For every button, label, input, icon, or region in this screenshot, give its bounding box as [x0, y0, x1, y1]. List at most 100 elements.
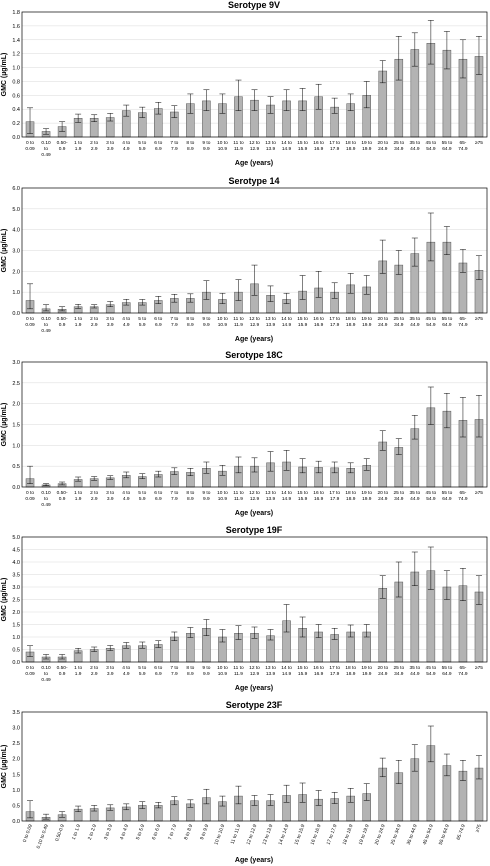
x-tick-label: 11.9 [234, 496, 243, 502]
x-tick-label: 45 to [426, 490, 437, 496]
x-tick-label: 15 to [297, 316, 308, 322]
x-tick-label: 74.9 [458, 671, 468, 677]
x-tick-label: 4.9 [123, 496, 130, 502]
x-tick-label: 35 to [410, 316, 421, 322]
x-tick-label: 34.9 [394, 671, 404, 677]
x-tick-label: 11 to [233, 490, 244, 496]
x-tick-label: 15.9 [298, 496, 308, 502]
x-tick-label: 14 to 14.9 [278, 823, 291, 845]
x-tick-label: 34.9 [394, 322, 404, 328]
x-tick-label: 0 to [26, 140, 34, 146]
x-tick-label: 2 to [90, 316, 98, 322]
x-tick-label: 3 to 3.9 [103, 823, 114, 840]
x-tick-label: 64.9 [442, 671, 452, 677]
x-tick-label: 15.9 [298, 671, 308, 677]
x-tick-label: 18.9 [346, 496, 356, 502]
x-tick-label: 4.9 [123, 671, 130, 677]
x-tick-label: ≥75 [475, 490, 483, 496]
x-tick-label: 6 to [154, 665, 162, 671]
x-tick-label: 13 to [265, 490, 276, 496]
x-tick-label: 54.9 [426, 671, 436, 677]
x-tick-label: 1.9 [75, 671, 82, 677]
chart-title: Serotype 23F [226, 700, 283, 710]
x-tick-label: 12 to [249, 665, 260, 671]
x-tick-label: 4 to [122, 665, 130, 671]
x-tick-label: 74.9 [458, 496, 468, 502]
x-tick-label: ≥75 [475, 665, 483, 671]
x-tick-label: 9 to 9.9 [199, 823, 210, 840]
chart-4: Serotype 23F 0.0 0.5 1.0 1.5 2.0 2.5 3.0 3.5 GMC … [1, 700, 488, 864]
x-tick-label: 15.9 [298, 146, 308, 152]
y-tick-label: 1.2 [12, 52, 20, 58]
x-tick-label: 12 to 12.9 [245, 823, 258, 845]
x-tick-label: 65-74.9 [456, 823, 467, 841]
x-tick-label: 15 to [297, 490, 308, 496]
x-tick-label: 2.9 [91, 496, 98, 502]
y-tick-label: 0.5 [12, 648, 20, 654]
x-tick-label: 7.9 [171, 671, 178, 677]
bar [378, 588, 388, 663]
x-tick-label: 0 to [26, 490, 34, 496]
y-tick-label: 1.0 [12, 66, 20, 72]
y-tick-label: 1.8 [12, 10, 20, 16]
x-tick-label: 35 to 44.9 [406, 823, 419, 845]
chart-0: Serotype 9V 0.0 0.2 0.4 0.6 0.8 1.0 1.2 1.4 1.6 1.… [1, 0, 488, 167]
x-tick-label: 12 to [249, 316, 260, 322]
x-tick-label: 17.9 [330, 671, 340, 677]
x-tick-label: 19 to [361, 665, 372, 671]
x-tick-label: 74.9 [458, 322, 468, 328]
x-tick-label: 1.9 [75, 322, 82, 328]
y-tick-label: 0.8 [12, 79, 20, 85]
y-tick-label: 3.5 [12, 573, 20, 579]
x-tick-label: 10 to 10.9 [213, 823, 226, 845]
x-tick-label: 5 to 5.9 [135, 823, 146, 840]
x-tick-label: 0.09 [25, 322, 35, 328]
x-tick-label: 25 to 34.9 [390, 823, 403, 845]
y-tick-label: 0.0 [12, 660, 20, 666]
x-tick-label: 8 to [186, 665, 194, 671]
x-tick-label: 0.09 [25, 496, 35, 502]
x-tick-label: 13.9 [266, 322, 276, 328]
x-tick-label: 13 to [265, 140, 276, 146]
x-tick-label: 1 to [74, 665, 82, 671]
x-tick-label: 24.9 [378, 322, 388, 328]
x-tick-label: 34.9 [394, 146, 404, 152]
x-tick-label: 65- [459, 665, 466, 671]
x-tick-label: 18.9 [346, 146, 356, 152]
y-tick-label: 2.5 [12, 598, 20, 604]
x-tick-label: 14.9 [282, 671, 292, 677]
x-tick-label: 25 to [393, 490, 404, 496]
x-tick-label: 35 to [410, 665, 421, 671]
x-tick-label: 14.9 [282, 322, 292, 328]
x-tick-label: 25 to [393, 316, 404, 322]
y-tick-label: 2.0 [12, 402, 20, 408]
x-tick-label: 17 to [329, 490, 340, 496]
x-tick-label: 9.9 [203, 146, 210, 152]
x-tick-label: 15.9 [298, 322, 308, 328]
x-tick-label: 20 to [377, 665, 388, 671]
x-tick-label: 19 to [361, 316, 372, 322]
x-tick-label: ≥75 [475, 316, 483, 322]
y-tick-label: 0.6 [12, 93, 20, 99]
y-tick-label: 1.5 [12, 772, 20, 778]
x-tick-label: 13.9 [266, 671, 276, 677]
x-tick-label: 16 to [313, 490, 324, 496]
x-tick-label: 9 to [202, 490, 210, 496]
x-axis-label: Age (years) [235, 857, 273, 864]
x-tick-label: 8 to [186, 316, 194, 322]
x-tick-label: 7 to [170, 665, 178, 671]
x-tick-label: 0.50- [57, 316, 68, 322]
chart-title: Serotype 19F [226, 525, 283, 535]
x-tick-label: 14 to [281, 665, 292, 671]
x-tick-label: 13 to 13.9 [261, 823, 274, 845]
y-tick-label: 3.0 [12, 585, 20, 591]
x-axis-label: Age (years) [235, 510, 273, 517]
x-tick-label: 5.9 [139, 496, 146, 502]
x-tick-label: 8.9 [187, 671, 194, 677]
y-tick-label: 0.5 [12, 464, 20, 470]
x-tick-label: 17 to [329, 316, 340, 322]
x-tick-label: 65- [459, 490, 466, 496]
y-tick-label: 5.0 [12, 535, 20, 541]
y-tick-label: 2.0 [12, 269, 20, 275]
x-tick-label: 1 to [74, 316, 82, 322]
